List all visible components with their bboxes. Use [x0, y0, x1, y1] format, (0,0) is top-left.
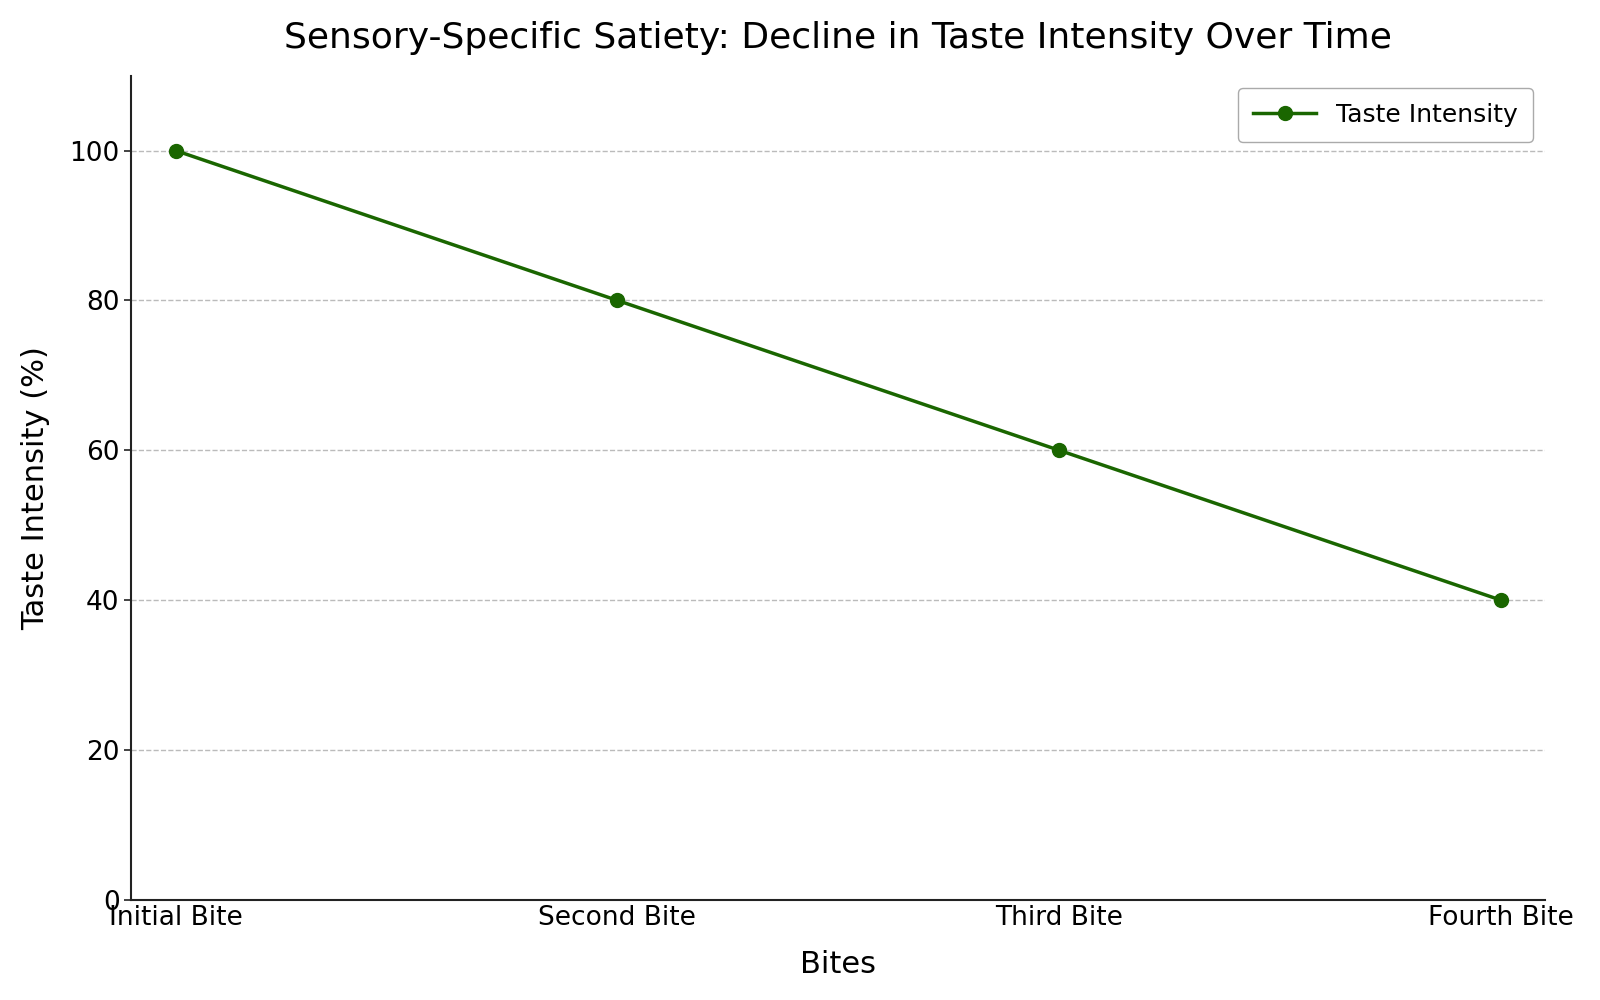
Y-axis label: Taste Intensity (%): Taste Intensity (%): [21, 346, 50, 630]
Taste Intensity: [1491, 594, 1510, 606]
Line: Taste Intensity: Taste Intensity: [168, 144, 1507, 607]
X-axis label: Bites: Bites: [800, 950, 877, 979]
Taste Intensity: [608, 294, 627, 306]
Title: Sensory-Specific Satiety: Decline in Taste Intensity Over Time: Sensory-Specific Satiety: Decline in Tas…: [285, 21, 1392, 55]
Taste Intensity: [166, 145, 186, 157]
Taste Intensity: [1050, 444, 1069, 456]
Legend: Taste Intensity: Taste Intensity: [1238, 88, 1533, 142]
